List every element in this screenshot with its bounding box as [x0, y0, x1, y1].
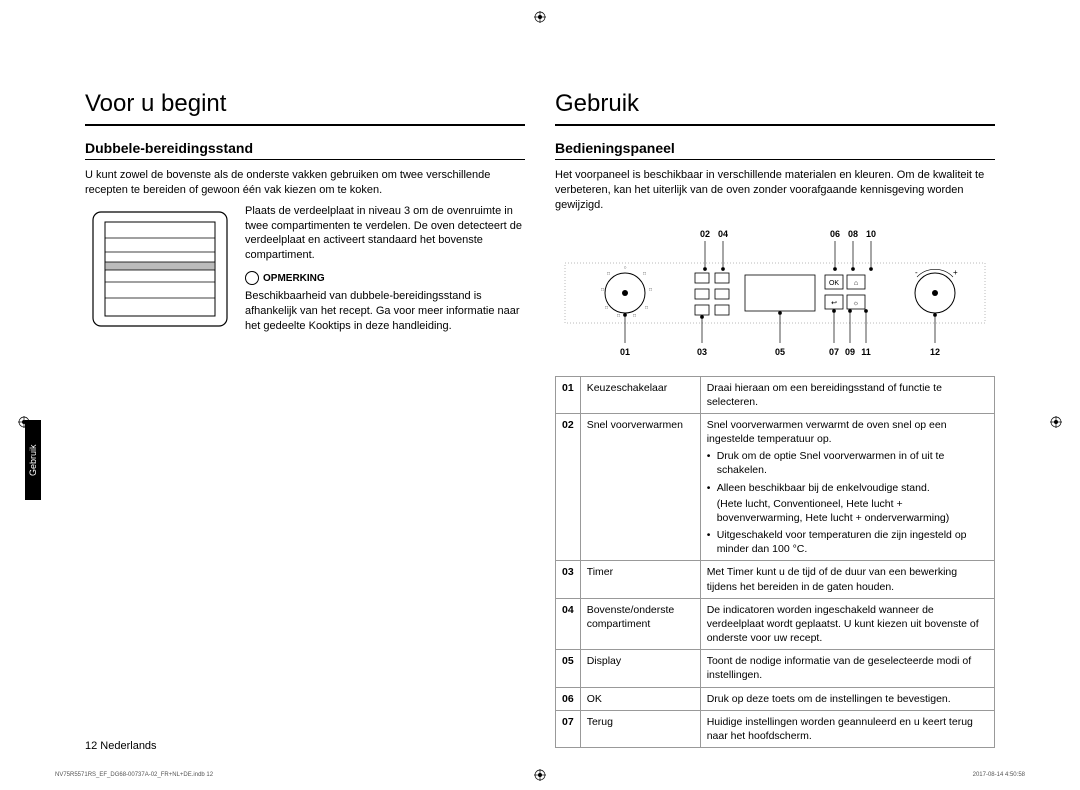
svg-text:○: ○ — [623, 265, 626, 271]
svg-text:□: □ — [643, 271, 646, 277]
cell-num: 01 — [556, 376, 581, 413]
control-panel-figure: 02 04 06 08 10 — [555, 225, 995, 365]
cell-label: Terug — [580, 710, 700, 747]
page-content: Voor u begint Dubbele-bereidingsstand U … — [85, 90, 995, 748]
svg-text:□: □ — [601, 287, 604, 293]
svg-text:04: 04 — [718, 229, 728, 239]
svg-text:11: 11 — [861, 347, 871, 357]
col-left: Voor u begint Dubbele-bereidingsstand U … — [85, 90, 525, 748]
fig-text: Plaats de verdeelplaat in niveau 3 om de… — [245, 204, 525, 263]
h1-right: Gebruik — [555, 90, 995, 118]
svg-text:□: □ — [645, 305, 648, 311]
cell-label: Timer — [580, 561, 700, 598]
footer-date: 2017-08-14 4:50:58 — [973, 772, 1025, 778]
cell-num: 04 — [556, 598, 581, 650]
h2-right: Bedieningspaneel — [555, 140, 995, 156]
reg-mark-icon — [534, 10, 546, 22]
svg-text:□: □ — [607, 271, 610, 277]
svg-text:□: □ — [649, 287, 652, 293]
svg-text:-: - — [915, 268, 918, 277]
cell-num: 02 — [556, 413, 581, 561]
table-row: 07TerugHuidige instellingen worden geann… — [556, 710, 995, 747]
svg-text:06: 06 — [830, 229, 840, 239]
svg-text:03: 03 — [697, 347, 707, 357]
cell-desc: Huidige instellingen worden geannuleerd … — [700, 710, 994, 747]
table-row: 02Snel voorverwarmenSnel voorverwarmen v… — [556, 413, 995, 561]
svg-text:10: 10 — [866, 229, 876, 239]
col-right: Gebruik Bedieningspaneel Het voorpaneel … — [555, 90, 995, 748]
svg-text:□: □ — [617, 313, 620, 319]
svg-text:05: 05 — [775, 347, 785, 357]
cell-label: Display — [580, 650, 700, 687]
cell-label: Snel voorverwarmen — [580, 413, 700, 561]
reg-mark-icon — [18, 415, 30, 427]
cell-desc: Snel voorverwarmen verwarmt de oven snel… — [700, 413, 994, 561]
svg-text:⌂: ⌂ — [854, 280, 858, 287]
svg-text:09: 09 — [845, 347, 855, 357]
cell-label: Keuzeschakelaar — [580, 376, 700, 413]
reg-mark-icon — [1050, 415, 1062, 427]
svg-text:+: + — [953, 268, 958, 277]
cell-desc: Met Timer kunt u de tijd of de duur van … — [700, 561, 994, 598]
table-row: 05DisplayToont de nodige informatie van … — [556, 650, 995, 687]
cell-num: 07 — [556, 710, 581, 747]
reg-mark-icon — [534, 768, 546, 780]
cell-label: Bovenste/onderste compartiment — [580, 598, 700, 650]
svg-text:☼: ☼ — [853, 300, 859, 307]
cell-desc: Draai hieraan om een bereidingsstand of … — [700, 376, 994, 413]
svg-text:08: 08 — [848, 229, 858, 239]
h1-left: Voor u begint — [85, 90, 525, 118]
cell-desc: Toont de nodige informatie van de gesele… — [700, 650, 994, 687]
page-number: 12 Nederlands — [85, 740, 157, 752]
svg-text:01: 01 — [620, 347, 630, 357]
oven-figure — [85, 204, 235, 334]
svg-text:↩: ↩ — [831, 300, 837, 307]
cell-desc: De indicatoren worden ingeschakeld wanne… — [700, 598, 994, 650]
svg-text:□: □ — [633, 313, 636, 319]
table-row: 01KeuzeschakelaarDraai hieraan om een be… — [556, 376, 995, 413]
intro-right: Het voorpaneel is beschikbaar in verschi… — [555, 168, 995, 213]
note-text: Beschikbaarheid van dubbele-bereidingsst… — [245, 289, 525, 334]
footer-file: NV75R5571RS_EF_DG68-00737A-02_FR+NL+DE.i… — [55, 772, 213, 778]
table-row: 06OKDruk op deze toets om de instellinge… — [556, 687, 995, 710]
table-row: 04Bovenste/onderste compartimentDe indic… — [556, 598, 995, 650]
table-row: 03TimerMet Timer kunt u de tijd of de du… — [556, 561, 995, 598]
cell-num: 06 — [556, 687, 581, 710]
controls-table: 01KeuzeschakelaarDraai hieraan om een be… — [555, 376, 995, 749]
cell-num: 05 — [556, 650, 581, 687]
h2-left: Dubbele-bereidingsstand — [85, 140, 525, 156]
cell-desc: Druk op deze toets om de instellingen te… — [700, 687, 994, 710]
svg-text:12: 12 — [930, 347, 940, 357]
svg-text:07: 07 — [829, 347, 839, 357]
cell-num: 03 — [556, 561, 581, 598]
svg-text:02: 02 — [700, 229, 710, 239]
intro-left: U kunt zowel de bovenste als de onderste… — [85, 168, 525, 198]
note-label: OPMERKING — [245, 271, 525, 285]
svg-text:□: □ — [605, 305, 608, 311]
cell-label: OK — [580, 687, 700, 710]
side-tab: Gebruik — [25, 420, 41, 500]
svg-text:OK: OK — [829, 280, 839, 287]
